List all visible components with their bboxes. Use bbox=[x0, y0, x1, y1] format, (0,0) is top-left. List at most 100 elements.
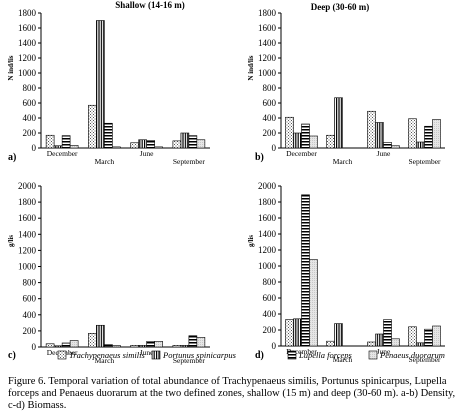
y-tick-label: 1200 bbox=[258, 245, 277, 255]
y-tick-label: 1000 bbox=[258, 68, 277, 78]
bar bbox=[154, 341, 163, 348]
bar bbox=[53, 145, 63, 149]
bar bbox=[88, 104, 97, 149]
bar bbox=[61, 135, 71, 149]
x-tick-label: September bbox=[408, 355, 441, 364]
bar bbox=[326, 134, 335, 149]
bar bbox=[188, 135, 198, 149]
bar bbox=[375, 333, 384, 347]
y-tick-label: 200 bbox=[263, 128, 277, 138]
x-tick-label: March bbox=[95, 356, 115, 365]
x-tick-label: June bbox=[140, 348, 154, 357]
bar bbox=[53, 345, 63, 348]
bar bbox=[285, 319, 294, 347]
chart-panel-b: 0 200 400 600 800 1000 1200 1400 1600 1800 N ind/l… bbox=[247, 2, 445, 166]
bar bbox=[180, 345, 190, 348]
bar bbox=[334, 97, 343, 149]
bar bbox=[69, 145, 79, 149]
y-tick-label: 2000 bbox=[258, 181, 277, 191]
legend-label: Portunus spinicarpus bbox=[162, 350, 237, 360]
chart-title: Shallow (14-16 m) bbox=[115, 0, 185, 10]
bar bbox=[326, 340, 335, 347]
x-tick-label: June bbox=[377, 347, 391, 356]
y-tick-label: 1600 bbox=[258, 23, 277, 33]
bar bbox=[96, 324, 105, 348]
bar bbox=[416, 141, 425, 149]
x-tick-label: September bbox=[408, 157, 441, 166]
bar bbox=[383, 142, 392, 149]
y-tick-label: 400 bbox=[263, 309, 277, 319]
x-tick-label: December bbox=[286, 347, 317, 356]
y-tick-label: 0 bbox=[32, 342, 37, 352]
legend-swatch bbox=[287, 350, 297, 360]
y-tick-label: 1000 bbox=[18, 262, 37, 272]
bar bbox=[88, 333, 97, 348]
bar bbox=[138, 139, 147, 149]
y-tick-label: 600 bbox=[263, 98, 277, 108]
panel-label: d) bbox=[255, 350, 264, 361]
y-tick-label: 400 bbox=[23, 113, 37, 123]
y-tick-label: 1200 bbox=[18, 245, 37, 255]
bar bbox=[432, 325, 441, 347]
legend-swatch bbox=[151, 350, 161, 360]
bar bbox=[188, 335, 198, 348]
legend-label: Lupella forceps bbox=[298, 350, 352, 360]
chart-panels: 0 200 400 600 800 1000 1200 1400 1600 1800 N ind/l… bbox=[7, 0, 445, 365]
chart-legend: Trachypenaeus similis Portunus spinicarpu… bbox=[57, 350, 445, 360]
y-tick-label: 1800 bbox=[258, 197, 277, 207]
bar bbox=[309, 259, 318, 347]
bar bbox=[45, 343, 55, 348]
y-tick-label: 0 bbox=[272, 341, 277, 351]
bar bbox=[172, 345, 182, 348]
x-tick-label: December bbox=[47, 149, 78, 158]
y-tick-label: 0 bbox=[272, 143, 277, 153]
panel-label: a) bbox=[8, 152, 16, 163]
y-tick-label: 400 bbox=[263, 113, 277, 123]
y-tick-label: 1600 bbox=[18, 213, 37, 223]
bar bbox=[45, 134, 55, 149]
bar bbox=[391, 338, 400, 347]
bar bbox=[196, 139, 206, 149]
bar bbox=[196, 337, 206, 348]
bar bbox=[104, 344, 113, 348]
bar bbox=[285, 116, 294, 149]
y-tick-label: 1800 bbox=[258, 8, 277, 18]
bar bbox=[375, 122, 384, 149]
chart-panel-d: 0 200 400 600 800 1000 1200 1400 1600 1800 2000 g/l… bbox=[247, 181, 445, 364]
bar bbox=[293, 318, 302, 347]
bar bbox=[104, 122, 113, 149]
bar bbox=[367, 341, 376, 347]
y-axis-label: N ind/lis bbox=[247, 55, 255, 80]
y-tick-label: 1600 bbox=[18, 23, 37, 33]
bar bbox=[138, 345, 147, 348]
y-tick-label: 1200 bbox=[258, 53, 277, 63]
y-tick-label: 1000 bbox=[258, 261, 277, 271]
y-tick-label: 800 bbox=[23, 278, 37, 288]
legend-label: Penaeus duorarum bbox=[379, 350, 445, 360]
y-tick-label: 1600 bbox=[258, 213, 277, 223]
x-tick-label: June bbox=[140, 149, 154, 158]
bar bbox=[172, 140, 182, 149]
y-tick-label: 0 bbox=[32, 143, 37, 153]
legend-item: Portunus spinicarpus bbox=[151, 350, 237, 360]
bar bbox=[180, 132, 190, 149]
y-tick-label: 600 bbox=[23, 98, 37, 108]
y-axis-label: g/lis bbox=[247, 235, 255, 247]
y-axis-label: g/lis bbox=[7, 235, 15, 247]
chart-panel-a: 0 200 400 600 800 1000 1200 1400 1600 1800 N ind/l… bbox=[7, 0, 210, 166]
bar bbox=[154, 146, 163, 149]
y-axis-label: N ind/lis bbox=[7, 55, 15, 80]
y-tick-label: 1000 bbox=[18, 68, 37, 78]
bar bbox=[391, 145, 400, 149]
bar bbox=[432, 119, 441, 149]
y-tick-label: 200 bbox=[263, 325, 277, 335]
y-tick-label: 1200 bbox=[18, 53, 37, 63]
chart-panel-c: 0 200 400 600 800 1000 1200 1400 1600 1800 2000 g/l… bbox=[7, 181, 210, 365]
y-tick-label: 200 bbox=[23, 326, 37, 336]
y-tick-label: 1400 bbox=[18, 38, 37, 48]
bar bbox=[130, 345, 139, 348]
bar bbox=[301, 123, 310, 149]
bar bbox=[408, 326, 417, 347]
y-tick-label: 1800 bbox=[18, 8, 37, 18]
